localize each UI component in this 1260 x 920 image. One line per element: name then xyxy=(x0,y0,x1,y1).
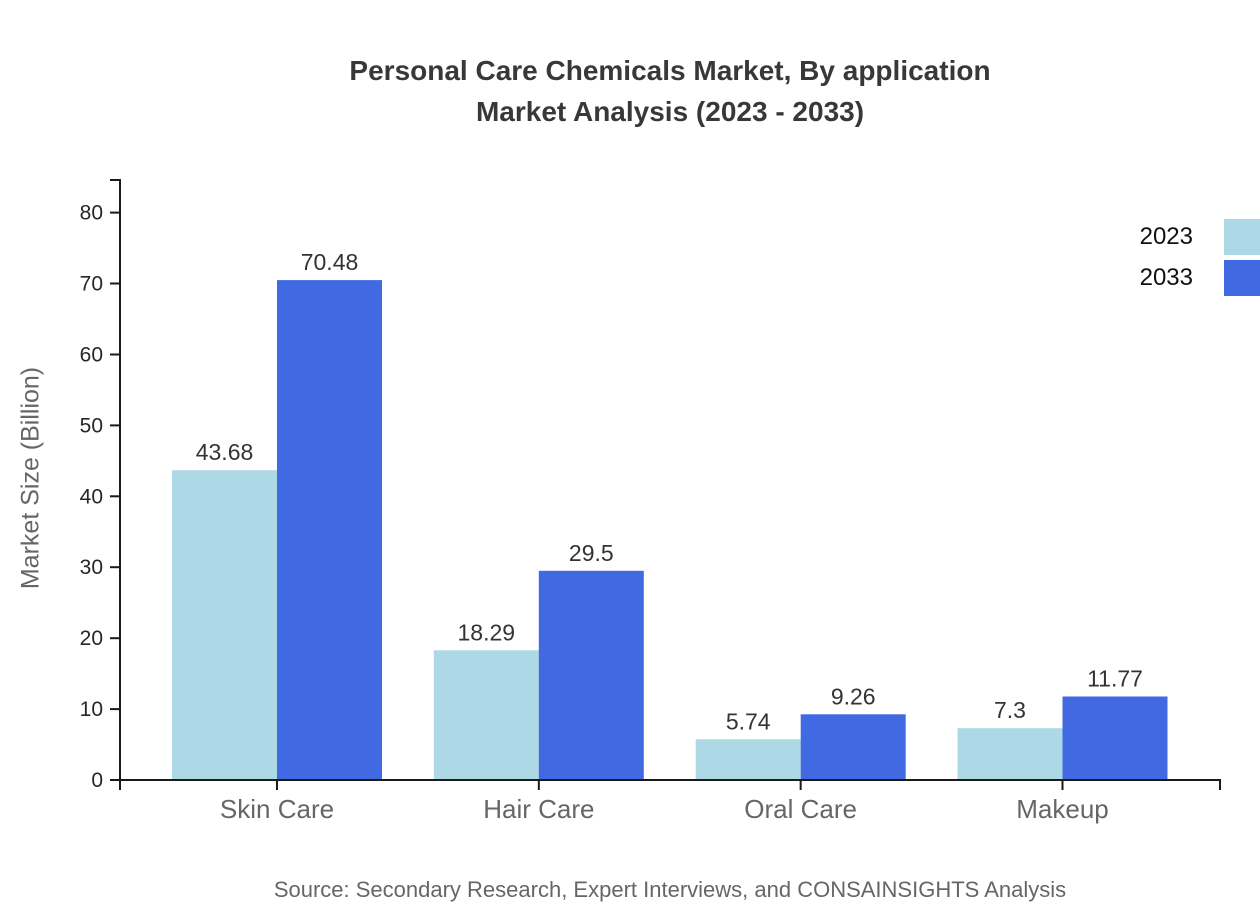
legend-swatch-2033 xyxy=(1224,260,1260,296)
y-tick-label-50: 50 xyxy=(80,414,103,437)
x-axis-line xyxy=(119,779,1221,790)
chart-title-line1: Personal Care Chemicals Market, By appli… xyxy=(349,55,991,86)
bar-hair-care-2033 xyxy=(538,570,644,780)
legend: 2023 2033 xyxy=(1140,219,1260,296)
legend-label-2033: 2033 xyxy=(1139,264,1193,291)
chart-title: Personal Care Chemicals Market, By appli… xyxy=(120,50,1220,132)
y-tick-label-40: 40 xyxy=(80,485,103,508)
y-axis-line xyxy=(110,179,121,780)
value-label-oral-care-2023: 5.74 xyxy=(726,708,771,734)
y-tick-label-70: 70 xyxy=(80,273,103,296)
value-label-oral-care-2033: 9.26 xyxy=(831,683,876,709)
bar-oral-care-2023 xyxy=(695,739,801,780)
y-tick-label-20: 20 xyxy=(80,627,103,650)
bar-skin-care-2033 xyxy=(277,280,382,780)
bar-skin-care-2023 xyxy=(172,470,277,780)
category-label-oral-care: Oral Care xyxy=(744,794,857,824)
value-label-makeup-2023: 7.3 xyxy=(994,697,1026,723)
bar-makeup-2023 xyxy=(957,728,1063,780)
legend-label-2023: 2023 xyxy=(1139,223,1193,250)
bar-makeup-2033 xyxy=(1062,696,1168,780)
bar-hair-care-2023 xyxy=(433,650,539,780)
bar-oral-care-2033 xyxy=(800,714,906,780)
chart-title-line2: Market Analysis (2023 - 2033) xyxy=(475,96,865,127)
value-label-hair-care-2033: 29.5 xyxy=(569,540,614,566)
y-tick-label-80: 80 xyxy=(80,202,103,225)
y-tick-label-10: 10 xyxy=(80,698,103,721)
value-label-skin-care-2033: 70.48 xyxy=(301,249,359,275)
legend-swatch-2023 xyxy=(1224,219,1260,255)
source-attribution: Source: Secondary Research, Expert Inter… xyxy=(273,877,1067,902)
value-label-makeup-2033: 11.77 xyxy=(1087,666,1143,692)
category-label-hair-care: Hair Care xyxy=(483,794,594,824)
category-label-makeup: Makeup xyxy=(1016,794,1109,824)
y-tick-label-60: 60 xyxy=(80,344,103,367)
value-label-hair-care-2023: 18.29 xyxy=(458,619,516,645)
category-label-skin-care: Skin Care xyxy=(220,794,334,824)
y-tick-label-30: 30 xyxy=(80,556,103,579)
y-tick-label-0: 0 xyxy=(91,769,103,792)
legend-item-2023: 2023 xyxy=(1140,219,1260,255)
value-label-skin-care-2023: 43.68 xyxy=(196,439,254,465)
legend-item-2033: 2033 xyxy=(1140,260,1260,296)
